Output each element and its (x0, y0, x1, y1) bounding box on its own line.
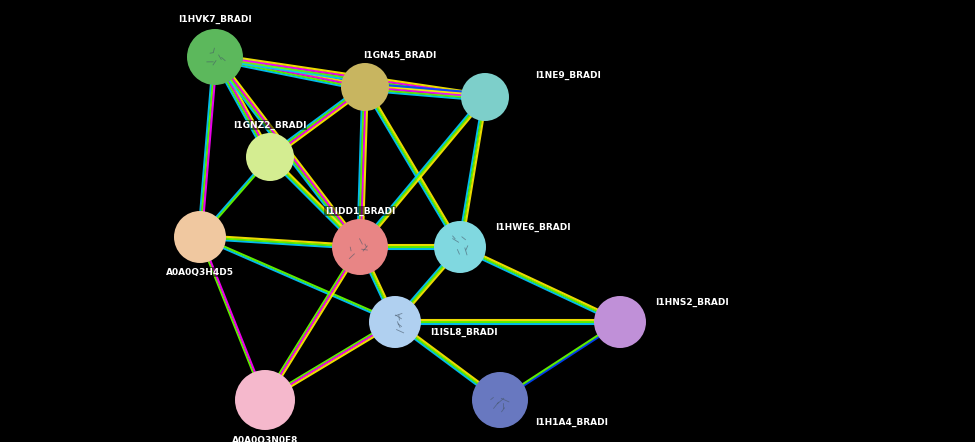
Circle shape (461, 73, 509, 121)
Text: I1HNS2_BRADI: I1HNS2_BRADI (655, 297, 728, 307)
Text: I1HVK7_BRADI: I1HVK7_BRADI (178, 15, 252, 23)
Circle shape (235, 370, 295, 430)
Circle shape (369, 296, 421, 348)
Text: I1ISL8_BRADI: I1ISL8_BRADI (430, 328, 497, 336)
Text: I1H1A4_BRADI: I1H1A4_BRADI (535, 417, 608, 427)
Text: I1IDD1_BRADI: I1IDD1_BRADI (325, 206, 395, 216)
Circle shape (332, 219, 388, 275)
Text: I1GNZ2_BRADI: I1GNZ2_BRADI (233, 120, 307, 130)
Text: I1NE9_BRADI: I1NE9_BRADI (535, 70, 601, 80)
Circle shape (439, 226, 482, 268)
Circle shape (192, 34, 238, 80)
Circle shape (477, 377, 523, 423)
Circle shape (434, 221, 486, 273)
Text: I1GN45_BRADI: I1GN45_BRADI (364, 50, 437, 60)
Circle shape (174, 211, 226, 263)
Circle shape (246, 133, 294, 181)
Circle shape (373, 301, 416, 343)
Text: A0A0Q3H4D5: A0A0Q3H4D5 (166, 267, 234, 277)
Text: I1HWE6_BRADI: I1HWE6_BRADI (495, 222, 570, 232)
Circle shape (472, 372, 528, 428)
Circle shape (594, 296, 646, 348)
Circle shape (187, 29, 243, 85)
Circle shape (337, 224, 383, 270)
Circle shape (341, 63, 389, 111)
Text: A0A0Q3N0F8: A0A0Q3N0F8 (232, 435, 298, 442)
